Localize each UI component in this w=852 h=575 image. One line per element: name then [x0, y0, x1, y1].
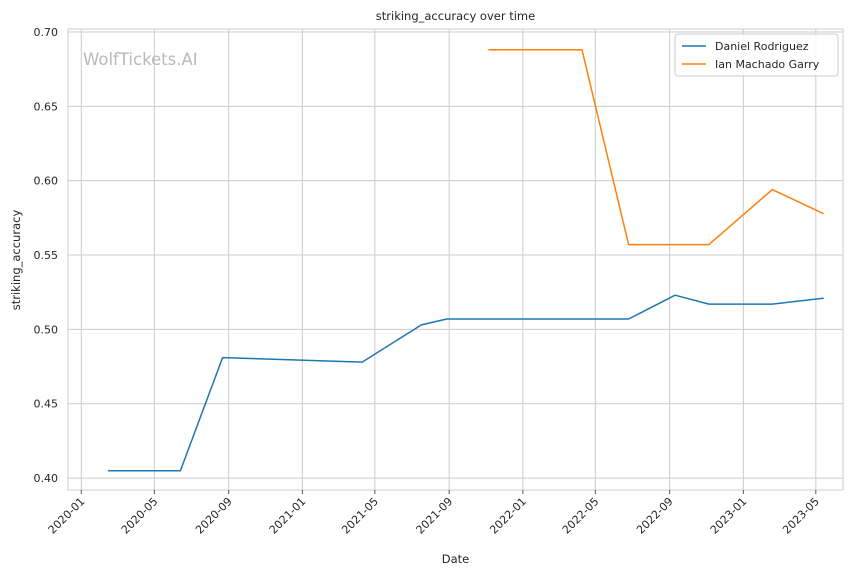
x-axis-label: Date — [442, 552, 470, 566]
legend-box — [674, 33, 839, 77]
legend-items: Daniel Rodriguez Ian Machado Garry — [682, 40, 820, 71]
grid — [68, 29, 843, 490]
series-layer — [107, 49, 824, 472]
y-tick-label: 0.45 — [34, 398, 59, 411]
y-axis-ticks: 0.40 0.45 0.50 0.55 0.60 0.65 0.70 — [34, 26, 59, 485]
series-line-1 — [107, 294, 824, 472]
y-tick-label: 0.65 — [34, 100, 59, 113]
chart-title: striking_accuracy over time — [376, 9, 535, 23]
legend-label: Ian Machado Garry — [715, 58, 820, 71]
y-tick-label: 0.60 — [34, 175, 59, 188]
y-tick-label: 0.40 — [34, 472, 59, 485]
y-tick-label: 0.55 — [34, 249, 59, 262]
series-line-2 — [488, 49, 824, 246]
y-tick-label: 0.70 — [34, 26, 59, 39]
plot-frame — [67, 28, 844, 491]
y-axis-label: striking_accuracy — [9, 210, 23, 311]
legend: Daniel Rodriguez Ian Machado Garry — [674, 33, 839, 77]
y-tick-label: 0.50 — [34, 323, 59, 336]
legend-label: Daniel Rodriguez — [715, 40, 809, 53]
watermark: WolfTickets.AI — [83, 50, 198, 69]
